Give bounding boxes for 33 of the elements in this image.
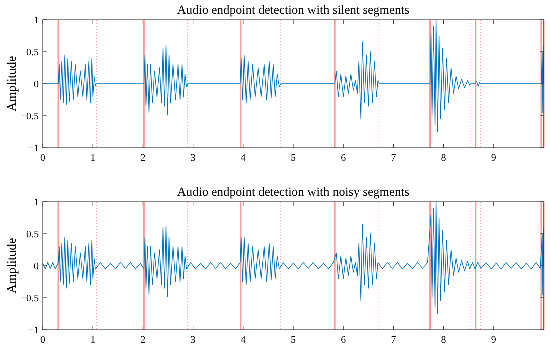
x-tick-label: 1 [90,335,96,346]
x-tick-label: 9 [491,335,496,346]
y-tick-label: 0 [34,80,39,90]
x-tick-label: 2 [140,153,146,164]
x-tick-label: 8 [441,153,446,164]
x-tick-label: 1 [90,153,96,164]
chart-title: Audio endpoint detection with noisy segments [177,185,410,199]
y-axis-title: Amplitude [4,56,19,112]
y-tick-label: −0.5 [20,294,39,304]
y-tick-label: 1 [34,198,39,208]
x-tick-label: 6 [341,153,346,164]
x-tick-label: 3 [190,153,196,164]
y-tick-label: −1 [28,326,39,336]
x-tick-label: 5 [291,153,296,164]
y-tick-label: 0.5 [26,48,39,58]
x-tick-label: 5 [291,335,296,346]
y-tick-label: −1 [28,144,39,154]
x-tick-label: 2 [140,335,146,346]
x-tick-label: 8 [441,335,446,346]
x-tick-label: 3 [190,335,196,346]
x-tick-label: 7 [391,335,396,346]
line-series [42,202,544,314]
x-tick-label: 7 [391,153,396,164]
y-tick-label: −0.5 [20,112,39,122]
y-tick-label: 0.5 [26,230,39,240]
x-tick-label: 4 [240,153,246,164]
chart-title: Audio endpoint detection with silent segments [177,3,410,17]
y-tick-label: 1 [34,16,39,26]
x-tick-label: 6 [341,335,346,346]
y-axis-title: Amplitude [4,238,19,294]
x-tick-label: 9 [491,153,496,164]
y-tick-label: 0 [34,262,39,272]
x-tick-label: 4 [240,335,246,346]
